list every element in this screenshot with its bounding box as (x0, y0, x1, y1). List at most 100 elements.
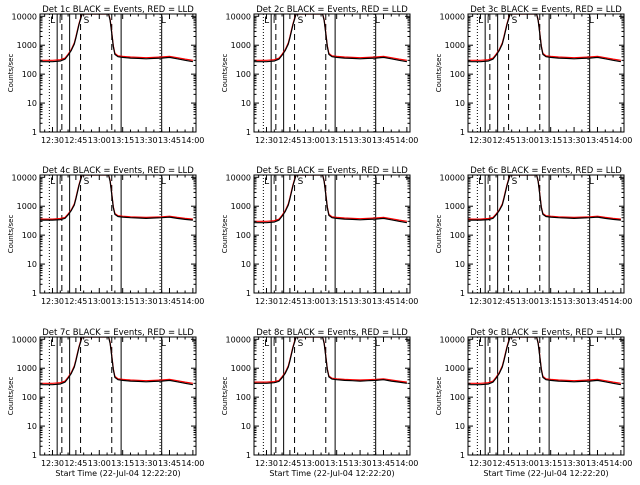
y-tick-label: 10 (241, 260, 251, 269)
y-tick-label: 1000 (445, 364, 465, 373)
lld-series-line (254, 14, 407, 61)
region-label: I (273, 177, 276, 187)
region-label: I (273, 339, 276, 349)
region-label: L (264, 177, 269, 187)
y-tick-label: 10 (455, 99, 465, 108)
x-tick-label: 13:30 (135, 297, 158, 306)
y-tick-label: 10000 (226, 173, 251, 182)
y-tick-label: 1 (32, 289, 37, 298)
events-series-line (254, 175, 408, 224)
x-tick-label: 13:45 (586, 297, 609, 306)
x-tick-label: 12:30 (255, 136, 278, 145)
events-series-line (40, 175, 193, 221)
region-label: L (589, 177, 594, 187)
region-label: L (589, 339, 594, 349)
x-tick-label: 14:00 (395, 297, 418, 306)
x-tick-label: 13:45 (372, 136, 395, 145)
chart-panel: 1 10 100 1000 10000 12:30 12:45 13:00 13:15 13:30… (221, 166, 418, 306)
x-tick-label: 13:30 (349, 297, 372, 306)
y-tick-label: 1 (246, 128, 251, 137)
x-tick-label: 13:15 (539, 136, 562, 145)
y-tick-label: 10000 (12, 335, 37, 344)
y-tick-label: 100 (450, 231, 465, 240)
region-label: S (298, 177, 304, 187)
y-tick-label: 1000 (231, 41, 251, 50)
panel-title: Det 8c BLACK = Events, RED = LLD (256, 328, 408, 338)
x-tick-label: 13:30 (135, 136, 158, 145)
panel-title: Det 1c BLACK = Events, RED = LLD (42, 5, 194, 15)
y-tick-label: 10 (455, 260, 465, 269)
x-tick-label: 13:45 (372, 459, 395, 468)
events-series-line (468, 337, 622, 386)
x-axis-label: Start Time (22-Jul-04 12:22:20) (55, 469, 180, 478)
y-tick-label: 100 (22, 393, 37, 402)
x-tick-label: 12:45 (64, 136, 87, 145)
chart-panel: 1 10 100 1000 10000 12:30 12:45 13:00 13:15 13:30… (435, 328, 632, 478)
x-tick-label: 13:45 (586, 459, 609, 468)
plot-frame (253, 336, 411, 456)
y-tick-label: 10000 (226, 335, 251, 344)
y-axis-label: Counts/sec (221, 215, 229, 254)
y-tick-label: 10000 (440, 173, 465, 182)
region-label: L (161, 16, 166, 26)
x-tick-label: 12:30 (41, 297, 64, 306)
y-tick-label: 10000 (440, 12, 465, 21)
x-tick-label: 12:30 (469, 136, 492, 145)
y-axis-label: Counts/sec (435, 54, 443, 93)
y-axis-label: Counts/sec (7, 215, 15, 254)
x-tick-label: 12:30 (255, 297, 278, 306)
x-tick-label: 13:15 (111, 459, 134, 468)
x-tick-label: 13:30 (349, 459, 372, 468)
region-label: L (478, 16, 483, 26)
x-tick-label: 13:45 (158, 136, 181, 145)
plot-frame (39, 336, 197, 456)
y-axis-label: Counts/sec (435, 215, 443, 254)
x-tick-label: 14:00 (395, 459, 418, 468)
events-series-line (254, 337, 407, 384)
events-series-line (254, 14, 408, 63)
x-tick-label: 12:45 (278, 459, 301, 468)
x-tick-label: 12:45 (64, 297, 87, 306)
chart-panel: 1 10 100 1000 10000 12:30 12:45 13:00 13:15 13:30… (435, 166, 632, 306)
region-label: S (512, 177, 518, 187)
y-tick-label: 1000 (17, 364, 37, 373)
lld-series-line (468, 337, 621, 384)
x-tick-label: 13:15 (325, 459, 348, 468)
lld-series-line (468, 175, 621, 220)
x-tick-label: 13:30 (135, 459, 158, 468)
region-label: I (273, 16, 276, 26)
y-tick-label: 1 (32, 451, 37, 460)
region-label: L (50, 16, 55, 26)
y-tick-label: 10000 (12, 173, 37, 182)
lld-series-line (40, 14, 193, 61)
x-tick-label: 13:30 (563, 297, 586, 306)
x-tick-label: 14:00 (609, 297, 632, 306)
y-axis-label: Counts/sec (7, 377, 15, 416)
region-label: I (59, 339, 62, 349)
plot-frame (253, 13, 411, 133)
y-tick-label: 100 (22, 231, 37, 240)
x-tick-label: 13:15 (325, 297, 348, 306)
x-tick-label: 13:30 (563, 136, 586, 145)
x-axis-label: Start Time (22-Jul-04 12:22:20) (269, 469, 394, 478)
y-tick-label: 100 (236, 70, 251, 79)
x-tick-label: 13:00 (88, 136, 111, 145)
x-tick-label: 12:45 (492, 136, 515, 145)
x-tick-label: 13:00 (302, 459, 325, 468)
x-tick-label: 12:30 (41, 136, 64, 145)
x-tick-label: 14:00 (609, 136, 632, 145)
x-tick-label: 12:30 (469, 459, 492, 468)
y-tick-label: 1000 (231, 202, 251, 211)
y-tick-label: 100 (236, 231, 251, 240)
region-label: L (375, 339, 380, 349)
y-tick-label: 1 (460, 451, 465, 460)
x-tick-label: 13:00 (516, 136, 539, 145)
x-tick-label: 12:45 (278, 136, 301, 145)
y-tick-label: 10000 (12, 12, 37, 21)
y-tick-label: 1 (460, 289, 465, 298)
region-label: L (50, 339, 55, 349)
y-tick-label: 1 (246, 451, 251, 460)
x-tick-label: 14:00 (181, 459, 204, 468)
lld-series-line (254, 175, 407, 222)
